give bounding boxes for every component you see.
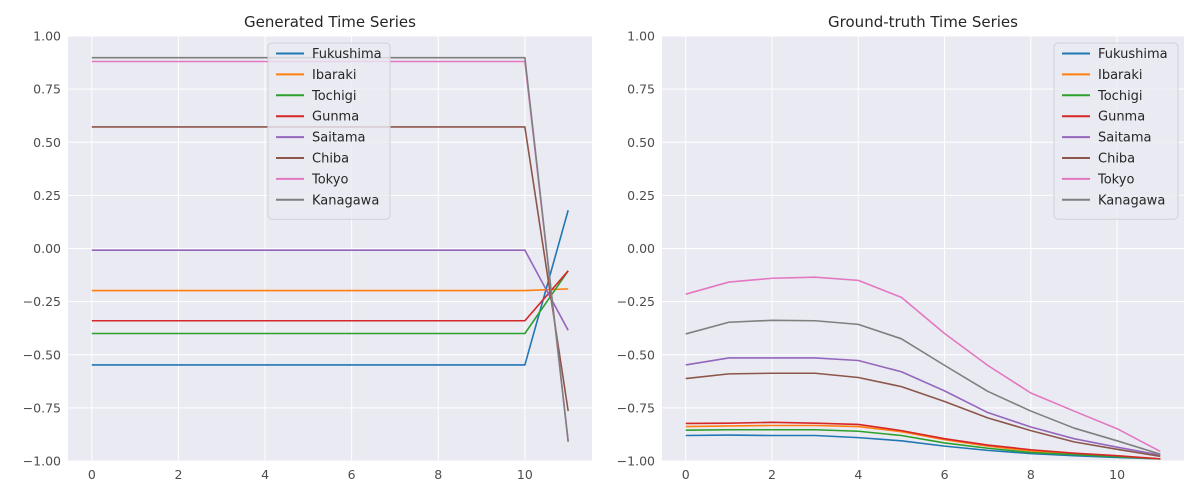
y-tick-label: 0.00: [33, 241, 61, 256]
ground-truth-time-series-panel: −1.00 −0.75 −0.50 −0.25 0.00 0.25 0.50 0.75 1.00…: [617, 13, 1184, 482]
y-tick-label: 0.50: [33, 135, 61, 150]
y-tick-label: 0.75: [627, 82, 655, 97]
y-tick-label: 0.75: [33, 82, 61, 97]
x-tick-label: 0: [88, 467, 96, 482]
y-tick-label: 0.25: [627, 188, 655, 203]
series-line-tokyo: [685, 276, 1161, 453]
legend-entry: Kanagawa: [1098, 193, 1165, 208]
x-tick-label: 8: [1027, 467, 1035, 482]
legend-entry: Tokyo: [311, 172, 348, 187]
x-tick-label: 8: [434, 467, 442, 482]
y-tick-label: 0.25: [33, 188, 61, 203]
y-tick-labels: −1.00 −0.75 −0.50 −0.25 0.00 0.25 0.50 0.75 1.00: [617, 29, 655, 469]
y-tick-label: −0.75: [23, 400, 61, 415]
legend-box: [1053, 42, 1179, 220]
x-tick-label: 2: [174, 467, 182, 482]
x-tick-label: 4: [854, 467, 862, 482]
series-line-tochigi: [91, 270, 569, 335]
legend-entry: Chiba: [1098, 152, 1135, 167]
legend-entry: Tochigi: [1097, 89, 1143, 104]
x-tick-label: 6: [941, 467, 949, 482]
legend-entry: Fukushima: [1098, 47, 1168, 62]
series-line-ibaraki: [91, 288, 569, 292]
series-line-fukushima: [91, 210, 569, 366]
series-line-chiba: [685, 372, 1161, 458]
x-tick-label: 2: [768, 467, 776, 482]
y-tick-label: −0.25: [617, 294, 655, 309]
y-tick-label: 0.50: [627, 135, 655, 150]
series-line-kanagawa: [685, 319, 1161, 455]
x-tick-labels: 0 2 4 6 8 10: [88, 467, 533, 482]
series-line-fukushima: [685, 434, 1161, 460]
y-tick-label: −0.75: [617, 400, 655, 415]
legend-entry: Tochigi: [311, 89, 357, 104]
y-tick-label: −0.50: [617, 347, 655, 362]
legend-entry: Gunma: [1098, 110, 1145, 125]
legend-entry: Ibaraki: [1098, 68, 1143, 83]
y-tick-label: −1.00: [617, 454, 655, 469]
x-tick-label: 4: [261, 467, 269, 482]
y-tick-label: 1.00: [627, 29, 655, 44]
series-line-saitama: [91, 249, 569, 331]
x-tick-label: 10: [517, 467, 533, 482]
series-line-gunma: [91, 270, 569, 322]
legend-entry: Tokyo: [1097, 172, 1134, 187]
legend: Fukushima Ibaraki Tochigi Gunma Saitama Chiba…: [267, 42, 391, 220]
y-tick-label: −0.50: [23, 347, 61, 362]
generated-time-series-panel: −1.00 −0.75 −0.50 −0.25 0.00 0.25 0.50 0.75 1.00…: [23, 13, 592, 482]
chart-title: Ground-truth Time Series: [828, 13, 1018, 31]
y-tick-label: 1.00: [33, 29, 61, 44]
chart-title: Generated Time Series: [244, 13, 416, 31]
legend-entry: Gunma: [312, 110, 359, 125]
legend-entry: Ibaraki: [312, 68, 357, 83]
legend-entry: Saitama: [312, 131, 366, 146]
legend-entry: Saitama: [1098, 131, 1152, 146]
x-tick-label: 10: [1109, 467, 1125, 482]
series-lines: [685, 276, 1161, 460]
series-line-gunma: [685, 421, 1161, 460]
y-tick-labels: −1.00 −0.75 −0.50 −0.25 0.00 0.25 0.50 0.75 1.00: [23, 29, 61, 469]
y-tick-label: −1.00: [23, 454, 61, 469]
gridlines: [662, 35, 1184, 462]
y-tick-label: 0.00: [627, 241, 655, 256]
legend-entry: Fukushima: [312, 47, 382, 62]
legend-entry: Kanagawa: [312, 193, 379, 208]
y-tick-label: −0.25: [23, 294, 61, 309]
series-line-tochigi: [685, 428, 1161, 460]
x-tick-label: 6: [348, 467, 356, 482]
series-line-saitama: [685, 357, 1161, 456]
legend-box: [267, 42, 391, 220]
x-tick-label: 0: [682, 467, 690, 482]
x-tick-labels: 0 2 4 6 8 10: [682, 467, 1125, 482]
legend-entry: Chiba: [312, 152, 349, 167]
legend: Fukushima Ibaraki Tochigi Gunma Saitama Chiba…: [1053, 42, 1179, 220]
